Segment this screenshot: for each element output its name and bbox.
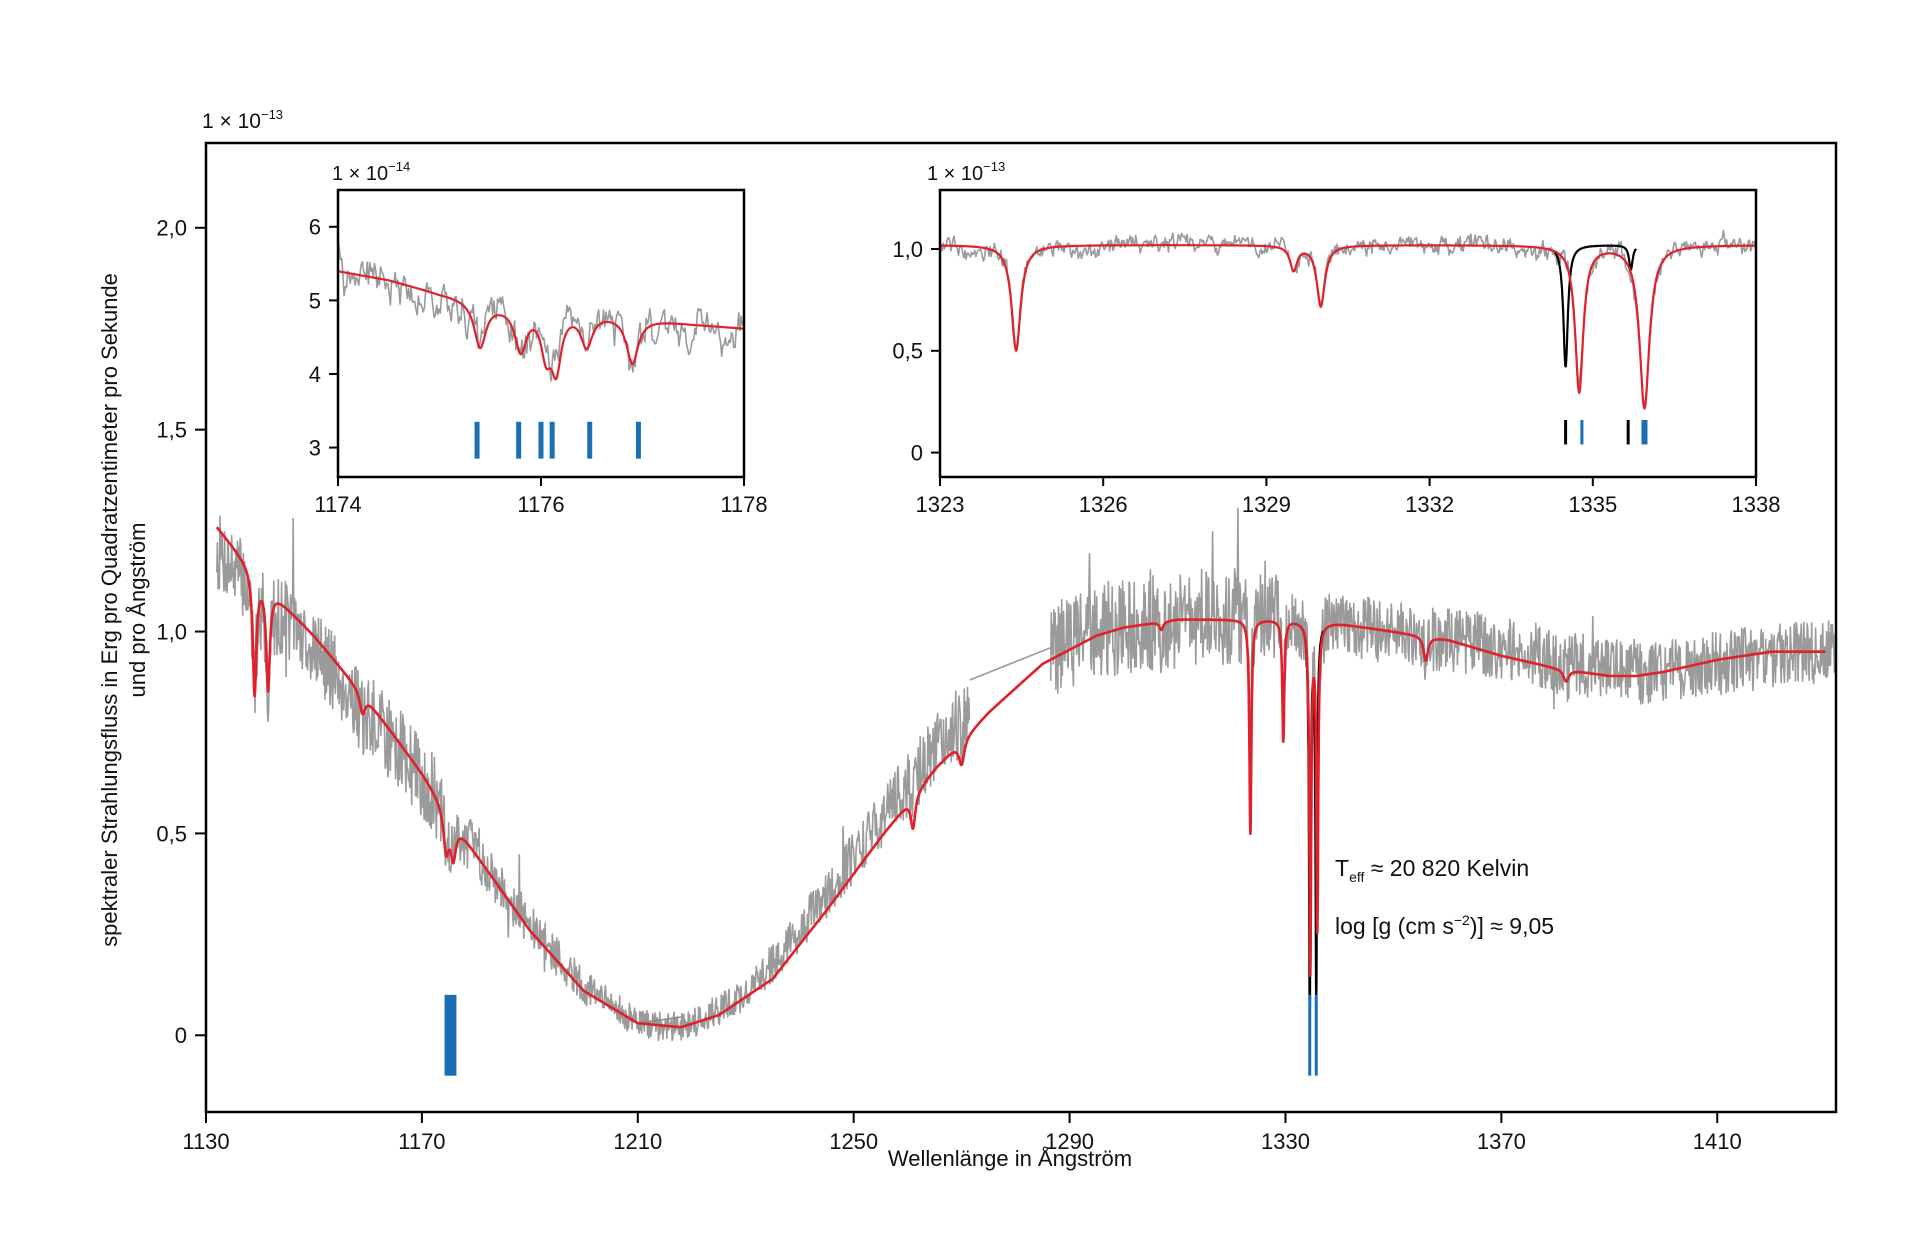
line-marker: [1641, 420, 1648, 445]
x-tick-label: 1370: [1477, 1129, 1526, 1154]
x-tick-label: 1410: [1693, 1129, 1742, 1154]
observed-spectrum-segment: [1049, 507, 1836, 931]
y-tick-label: 0,5: [892, 339, 923, 364]
inset-left-y-scale-label: 1 × 10−14: [332, 159, 410, 185]
line-marker: [1314, 994, 1318, 1076]
line-marker: [1308, 994, 1312, 1076]
x-tick-label: 1338: [1732, 492, 1781, 517]
y-axis-title-line-1: spektraler Strahlungsfluss in Erg pro Qu…: [97, 273, 122, 947]
observed-gap-bridge: [969, 646, 1051, 681]
y-tick-label: 1,5: [156, 418, 187, 443]
x-tick-label: 1332: [1405, 492, 1454, 517]
line-marker: [516, 421, 522, 459]
y-tick-label: 1,0: [892, 237, 923, 262]
plot-area: [215, 507, 1836, 1042]
x-tick-label: 1170: [398, 1129, 445, 1154]
y-tick-label: 2,0: [156, 216, 187, 241]
y-tick-label: 0: [175, 1023, 187, 1048]
model-spectrum: [940, 244, 1756, 410]
teff-annotation: Teff ≈ 20 820 Kelvin: [1335, 855, 1529, 885]
line-marker: [587, 421, 593, 459]
x-tick-label: 1176: [517, 492, 564, 517]
y-tick-label: 4: [309, 362, 321, 387]
model-spectrum: [338, 270, 744, 381]
observed-min-bridge: [637, 1016, 682, 1024]
inset-right-chart: 1323 1326 1329 1332 1335 1338 0 0,5 1,0: [892, 188, 1781, 517]
line-marker: [549, 421, 555, 459]
logg-annotation: log [g (cm s−2)] ≈ 9,05: [1335, 912, 1554, 939]
x-tick-label: 1329: [1242, 492, 1291, 517]
line-marker: [635, 421, 641, 459]
observed-spectrum-segment: [216, 515, 971, 1042]
y-tick-label: 3: [309, 435, 321, 460]
x-tick-label: 1130: [182, 1129, 229, 1154]
plot-area: [338, 238, 744, 382]
plot-frame: [204, 141, 1838, 1114]
x-tick-label: 1178: [720, 492, 767, 517]
model-without-carbon: [1553, 244, 1637, 368]
y-tick-label: 1,0: [156, 619, 187, 644]
line-marker: [1580, 420, 1584, 445]
inset-left-chart: 1174 1176 1178 3 4 5 6: [309, 188, 768, 517]
x-tick-label: 1210: [613, 1129, 662, 1154]
plot-frame: [938, 188, 1758, 479]
main-y-scale-label: 1 × 10−13: [202, 107, 283, 133]
y-axis-title-line-2: und pro Ångström: [125, 523, 150, 698]
line-marker: [474, 421, 480, 459]
x-tick-label: 1330: [1261, 1129, 1310, 1154]
plot-area: [940, 229, 1756, 410]
x-tick-label: 1326: [1079, 492, 1128, 517]
x-tick-label: 1323: [916, 492, 965, 517]
main-spectrum-chart: 1130 1170 1210 1250 1290 1330 1370 141000,51,01…: [156, 141, 1838, 1154]
x-tick-label: 1335: [1568, 492, 1617, 517]
line-marker: [444, 994, 457, 1076]
inset-background: [940, 190, 1756, 477]
x-axis-title: Wellenlänge in Ångström: [888, 1146, 1132, 1171]
line-marker: [1626, 420, 1630, 445]
plot-frame: [336, 188, 746, 479]
line-marker: [1564, 420, 1568, 445]
line-marker: [538, 421, 544, 459]
x-tick-label: 1290: [1045, 1129, 1094, 1154]
model-spectrum: [215, 526, 1827, 1029]
x-tick-label: 1174: [314, 492, 361, 517]
y-tick-label: 0,5: [156, 821, 187, 846]
y-tick-label: 5: [309, 288, 321, 313]
y-tick-label: 0: [911, 440, 923, 465]
observed-spectrum: [338, 238, 744, 382]
x-tick-label: 1250: [829, 1129, 878, 1154]
y-tick-label: 6: [309, 215, 321, 240]
inset-right-y-scale-label: 1 × 10−13: [927, 159, 1005, 185]
